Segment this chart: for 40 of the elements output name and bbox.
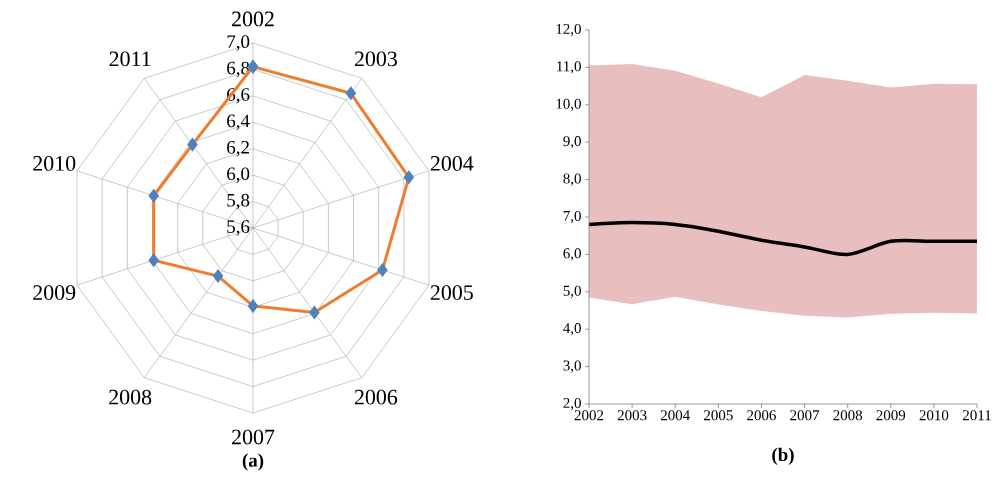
- x-tick-label: 2003: [617, 410, 647, 421]
- x-tick-label: 2005: [704, 410, 733, 421]
- spoke-label: 2010: [33, 156, 76, 171]
- y-tick-label: 6,2: [227, 140, 249, 157]
- y-tick-label: 5,6: [227, 220, 250, 236]
- spoke-label: 2011: [109, 51, 151, 67]
- y-tick-label: 8,0: [563, 173, 581, 186]
- x-tick-label: 2002: [574, 410, 604, 421]
- text: (a): [242, 453, 264, 471]
- x-tick-label: 2009: [876, 410, 906, 421]
- x-tick-label: 2004: [660, 410, 690, 421]
- y-tick-label: 6,0: [227, 167, 250, 183]
- spoke-label: 2002: [232, 11, 274, 27]
- y-tick-label: 5,0: [563, 285, 581, 298]
- spoke-label: 2004: [430, 156, 474, 171]
- x-tick-label: 2011: [963, 410, 991, 421]
- y-tick-label: 2,0: [563, 397, 581, 411]
- x-tick-label: 2007: [790, 410, 820, 421]
- y-tick-label: 6,4: [227, 114, 250, 130]
- x-tick-label: 2010: [919, 410, 949, 421]
- text: (b): [772, 447, 794, 465]
- y-tick-label: 10,0: [556, 98, 581, 111]
- y-tick-label: 7,0: [227, 35, 250, 51]
- x-tick-label: 2006: [747, 410, 776, 421]
- y-tick-label: 12,0: [556, 23, 581, 37]
- y-tick-label: 6,0: [563, 248, 581, 261]
- spoke-label: 2007: [232, 429, 275, 445]
- spoke-label: 2005: [430, 285, 473, 300]
- line-series: [587, 220, 979, 257]
- y-tick-label: 11,0: [557, 61, 581, 74]
- y-tick-label: 7,0: [563, 210, 581, 224]
- spoke-label: 2006: [354, 389, 398, 405]
- y-tick-label: 3,0: [563, 360, 581, 373]
- x-tick-label: 2008: [833, 410, 863, 421]
- y-tick-label: 9,0: [563, 136, 581, 149]
- y-tick-label: 5,8: [227, 193, 250, 210]
- y-tick-label: 4,0: [563, 323, 581, 336]
- spoke-label: 2008: [109, 389, 152, 405]
- spoke-label: 2009: [33, 285, 76, 300]
- spoke-label: 2003: [354, 51, 397, 67]
